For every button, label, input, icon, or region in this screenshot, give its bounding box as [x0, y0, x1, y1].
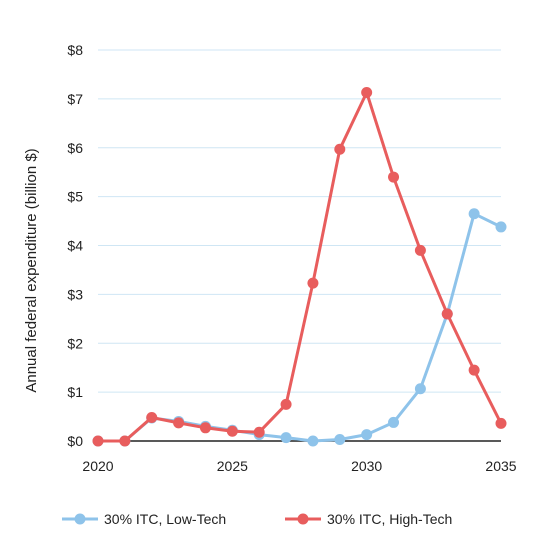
- x-axis-tick-labels: 2020 2025 2030 2035: [82, 458, 516, 474]
- y-tick-label: $8: [67, 42, 83, 58]
- x-tick-label: 2035: [485, 458, 516, 474]
- gridlines: [98, 49, 501, 442]
- data-point: [468, 364, 480, 376]
- series-line: [96, 212, 503, 443]
- data-point: [495, 417, 507, 429]
- legend-swatch-marker: [74, 513, 86, 525]
- y-tick-label: $2: [67, 335, 83, 351]
- legend-item: 30% ITC, High-Tech: [285, 511, 452, 527]
- data-point: [441, 308, 453, 320]
- data-point: [253, 426, 265, 438]
- data-point: [146, 412, 158, 424]
- y-tick-label: $1: [67, 384, 83, 400]
- series-layer: [92, 87, 507, 447]
- data-point: [119, 435, 131, 447]
- data-point: [334, 434, 346, 446]
- x-tick-label: 2020: [82, 458, 113, 474]
- y-axis-tick-labels: $0 $1 $2 $3 $4 $5 $6 $7 $8: [67, 42, 83, 449]
- data-point: [307, 435, 319, 447]
- legend-swatch-marker: [297, 513, 309, 525]
- data-point: [173, 417, 185, 429]
- data-point: [388, 416, 400, 428]
- legend: 30% ITC, Low-Tech 30% ITC, High-Tech: [62, 511, 452, 527]
- legend-item: 30% ITC, Low-Tech: [62, 511, 226, 527]
- data-point: [468, 208, 480, 220]
- data-point: [361, 87, 373, 99]
- data-point: [307, 277, 319, 289]
- y-tick-label: $6: [67, 140, 83, 156]
- data-point: [92, 435, 104, 447]
- data-point: [495, 221, 507, 233]
- data-point: [414, 383, 426, 395]
- y-tick-label: $4: [67, 238, 83, 254]
- y-tick-label: $7: [67, 91, 83, 107]
- data-point: [280, 398, 292, 410]
- series-1: [92, 87, 507, 447]
- data-point: [226, 425, 238, 437]
- data-point: [361, 429, 373, 441]
- x-tick-label: 2030: [351, 458, 382, 474]
- legend-label: 30% ITC, High-Tech: [327, 511, 452, 527]
- series-0: [92, 208, 507, 447]
- x-tick-label: 2025: [217, 458, 248, 474]
- data-point: [388, 171, 400, 183]
- data-point: [280, 432, 292, 444]
- y-axis-title: Annual federal expenditure (billion $): [23, 148, 40, 392]
- data-point: [414, 244, 426, 256]
- legend-label: 30% ITC, Low-Tech: [104, 511, 226, 527]
- y-tick-label: $5: [67, 189, 83, 205]
- y-tick-label: $3: [67, 286, 83, 302]
- data-point: [199, 422, 211, 434]
- y-tick-label: $0: [67, 433, 83, 449]
- series-line: [96, 91, 503, 443]
- data-point: [334, 143, 346, 155]
